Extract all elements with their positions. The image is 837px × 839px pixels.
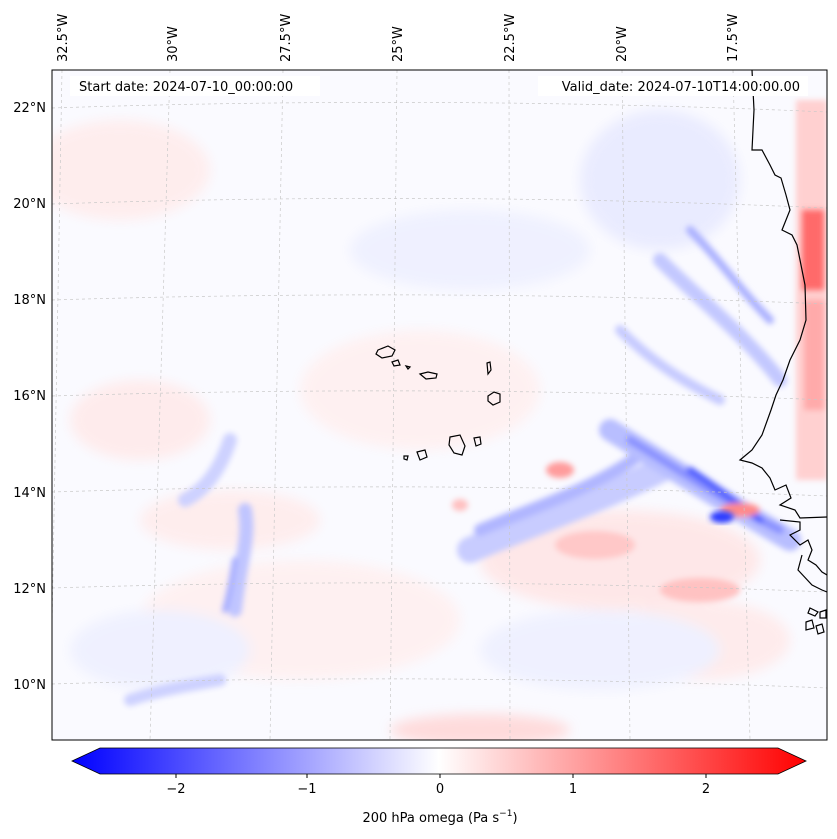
start-date-label: Start date: 2024-07-10_00:00:00 xyxy=(79,80,293,95)
lon-label-17-5w: 17.5°W xyxy=(726,14,741,62)
lon-label-22-5w: 22.5°W xyxy=(503,14,518,62)
cape-verde-maio xyxy=(473,436,482,447)
lon-label-32-5w: 32.5°W xyxy=(56,14,71,62)
colorbar-ramp xyxy=(71,747,807,775)
cape-verde-sao-nicolau xyxy=(418,371,438,380)
cape-verde-santa-luzia xyxy=(404,365,412,370)
cape-verde-boa-vista xyxy=(487,391,501,406)
lat-label-22n: 22°N xyxy=(13,101,46,116)
cape-verde-santo-antao xyxy=(375,345,396,359)
lat-label-10n: 10°N xyxy=(13,678,46,693)
lat-label-14n: 14°N xyxy=(13,486,46,501)
omega-field xyxy=(52,100,827,740)
lat-label-18n: 18°N xyxy=(13,293,46,308)
start-date-box xyxy=(70,76,320,96)
valid-date-box xyxy=(538,76,808,96)
valid-date-label: Valid_date: 2024-07-10T14:00:00.00 xyxy=(562,80,800,95)
longitude-labels: 32.5°W 30°W 27.5°W 25°W 22.5°W 20°W 17.5… xyxy=(56,14,741,62)
map-panel xyxy=(51,69,828,741)
cape-verde-sal xyxy=(486,361,492,376)
graticule xyxy=(52,70,827,740)
coastlines xyxy=(375,70,827,635)
colorbar-tick-2: 2 xyxy=(702,782,710,797)
lat-label-12n: 12°N xyxy=(13,582,46,597)
cape-verde-sao-vicente xyxy=(391,359,401,367)
cape-verde-santiago xyxy=(448,434,466,456)
cape-verde-brava xyxy=(403,455,409,461)
header: Start date: 2024-07-10_00:00:00 Valid_da… xyxy=(70,76,808,96)
colorbar-ticks xyxy=(175,774,707,778)
colorbar: −2 −1 0 1 2 200 hPa omega (Pa s−1) xyxy=(71,747,807,826)
africa-coastline xyxy=(738,70,827,593)
colorbar-tick-0: 0 xyxy=(436,782,444,797)
lon-label-30w: 30°W xyxy=(166,26,181,62)
latitude-labels: 22°N 20°N 18°N 16°N 14°N 12°N 10°N xyxy=(13,101,46,693)
lat-label-16n: 16°N xyxy=(13,389,46,404)
map-frame xyxy=(51,69,828,741)
colorbar-tick-1: 1 xyxy=(569,782,577,797)
colorbar-label: 200 hPa omega (Pa s−1) xyxy=(362,809,517,826)
colorbar-tick-neg1: −1 xyxy=(297,782,316,797)
lon-label-25w: 25°W xyxy=(391,26,406,62)
lon-label-27-5w: 27.5°W xyxy=(279,14,294,62)
lat-label-20n: 20°N xyxy=(13,197,46,212)
lon-label-20w: 20°W xyxy=(615,26,630,62)
bijagos-islands xyxy=(805,607,827,635)
colorbar-tick-neg2: −2 xyxy=(166,782,185,797)
cape-verde-fogo xyxy=(416,449,428,461)
